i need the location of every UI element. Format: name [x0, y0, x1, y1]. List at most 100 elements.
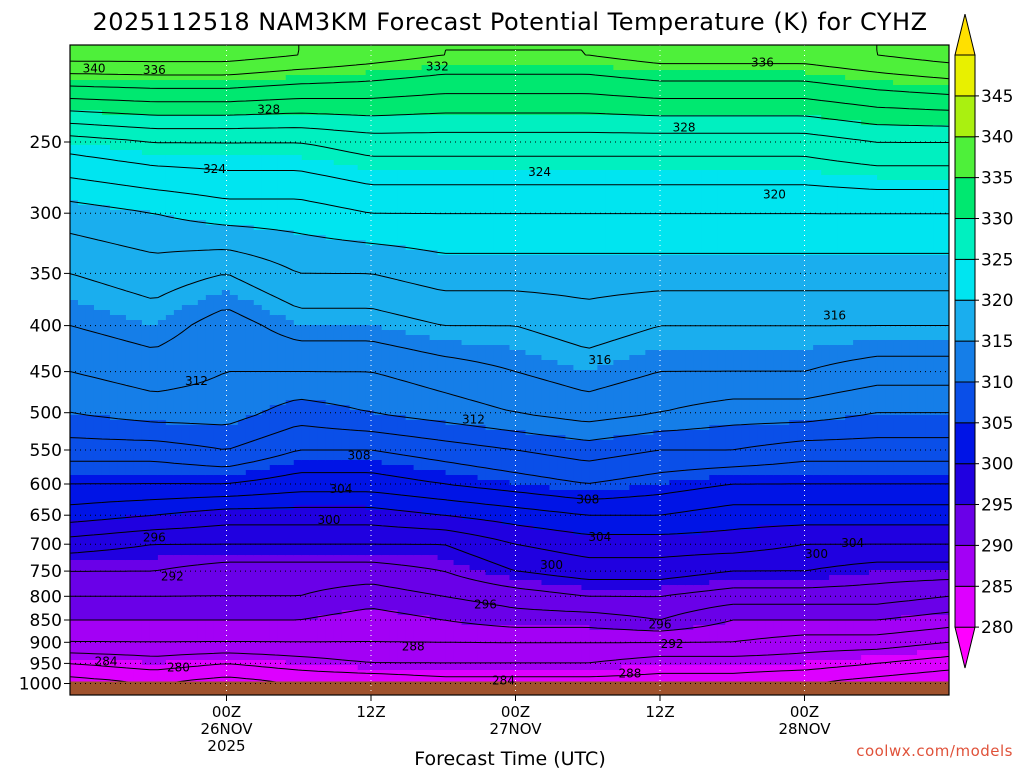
field-cell [117, 475, 127, 521]
field-cell [917, 180, 926, 256]
field-cell [509, 485, 519, 526]
field-cell [485, 480, 495, 521]
field-cell [637, 535, 646, 591]
field-cell [349, 555, 359, 611]
field-cell [933, 650, 942, 695]
field-column [549, 45, 559, 695]
field-cell [397, 115, 407, 171]
field-cell [109, 45, 119, 81]
field-cell [493, 480, 503, 521]
field-cell [869, 570, 878, 621]
field-cell [181, 475, 191, 511]
field-cell [549, 45, 559, 66]
field-cell [253, 45, 263, 81]
field-cell [181, 80, 191, 116]
field-column [845, 45, 854, 695]
field-cell [285, 555, 295, 621]
field-cell [749, 620, 758, 666]
contour-320 [70, 200, 949, 254]
field-cell [781, 115, 790, 171]
field-cell [941, 650, 949, 695]
field-cell [661, 535, 670, 586]
field-cell [661, 665, 670, 695]
field-column [613, 45, 622, 695]
field-cell [109, 475, 119, 521]
field-cell [893, 45, 902, 86]
field-column [813, 45, 822, 695]
field-cell [205, 510, 215, 556]
field-column [341, 45, 351, 695]
field-column [685, 45, 694, 695]
field-cell [173, 425, 183, 476]
field-cell [461, 345, 471, 426]
field-cell [877, 340, 886, 416]
field-cell [757, 350, 766, 426]
contour-306 [70, 449, 949, 484]
field-cell [157, 515, 167, 556]
field-cell [325, 240, 335, 326]
field-cell [733, 350, 742, 426]
field-cell [805, 170, 814, 256]
field-cell [861, 175, 870, 256]
field-cell [157, 215, 167, 321]
field-cell [685, 430, 694, 481]
field-cell [245, 225, 255, 301]
field-cell [869, 175, 878, 256]
field-cell [661, 350, 670, 431]
field-cell [133, 210, 143, 321]
field-cell [149, 515, 159, 561]
field-column [93, 45, 103, 695]
field-cell [653, 590, 662, 631]
field-column [621, 45, 630, 695]
field-cell [261, 155, 271, 231]
field-cell [837, 45, 846, 76]
field-column [677, 45, 686, 695]
field-cell [485, 575, 495, 626]
field-cell [197, 45, 207, 81]
field-cell [685, 70, 694, 116]
field-cell [197, 620, 207, 661]
field-cell [869, 125, 878, 176]
field-cell [917, 125, 926, 181]
contour-label: 300 [805, 547, 828, 561]
field-cell [909, 615, 918, 656]
field-cell [645, 115, 654, 171]
field-column [477, 45, 487, 695]
field-cell [253, 115, 263, 156]
field-cell [901, 570, 910, 616]
field-cell [493, 115, 503, 171]
field-cell [389, 510, 399, 556]
contour-label: 336 [143, 63, 166, 77]
field-cell [285, 320, 295, 401]
field-cell [93, 110, 103, 146]
field-cell [733, 580, 742, 621]
field-cell [85, 560, 95, 621]
field-cell [661, 485, 670, 536]
field-cell [229, 555, 239, 621]
field-cell [381, 415, 391, 466]
field-cell [309, 460, 319, 506]
field-cell [613, 435, 622, 491]
field-cell [485, 430, 495, 481]
field-cell [861, 475, 870, 526]
field-cell [845, 660, 854, 695]
field-cell [373, 415, 383, 461]
field-cell [141, 620, 151, 666]
field-cell [85, 415, 95, 476]
field-cell [805, 350, 814, 421]
field-column [349, 45, 359, 695]
field-cell [317, 615, 327, 666]
field-cell [877, 415, 886, 476]
field-cell [509, 255, 519, 351]
field-cell [741, 115, 750, 171]
field-cell [493, 520, 503, 576]
field-cell [357, 325, 367, 411]
field-cell [237, 300, 247, 421]
field-cell [493, 430, 503, 481]
field-cell [541, 530, 551, 586]
field-column [333, 45, 343, 695]
field-column [557, 45, 567, 695]
field-cell [189, 45, 199, 81]
field-cell [493, 625, 503, 671]
field-cell [133, 45, 143, 81]
